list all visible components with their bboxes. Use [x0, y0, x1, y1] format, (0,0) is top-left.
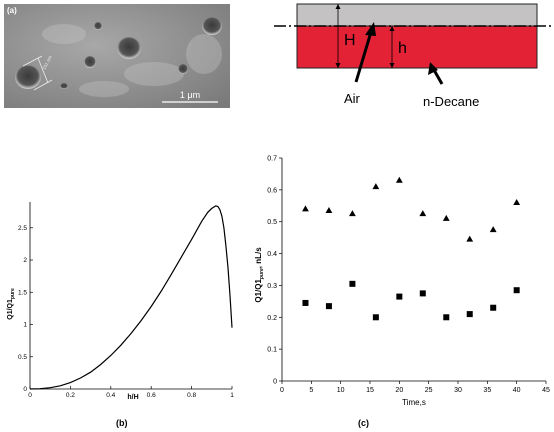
- chart-c-y-tick-label: 0.5: [267, 219, 277, 226]
- chart-b-y-tick-label: 2: [23, 257, 27, 264]
- chart-c-x-tick-label: 25: [425, 387, 433, 394]
- chart-b-xlabel: h/H: [127, 394, 138, 401]
- chart-b-y-tick-label: 2.5: [18, 225, 27, 232]
- chart-c-x-tick-label: 5: [309, 387, 313, 394]
- decane-layer: [296, 25, 538, 69]
- chart-c-point-square: [419, 290, 426, 297]
- chart-c-y-tick-label: 0.4: [267, 251, 277, 258]
- chart-c-point-square: [443, 314, 450, 321]
- chart-c-x-tick-label: 0: [280, 387, 284, 394]
- chart-c-x-tick-label: 35: [483, 387, 491, 394]
- pore-large: [15, 65, 41, 89]
- panel-a-label: (a): [7, 6, 17, 15]
- chart-b-y-tick-label: 0: [23, 386, 27, 393]
- chart-c-y-tick-label: 0.2: [267, 315, 277, 322]
- chart-c-point-square: [325, 303, 332, 310]
- chart-c-y-tick-label: 0.1: [267, 347, 277, 354]
- chart-b-y-tick-label: 0.5: [18, 354, 27, 361]
- chart-c-point-square: [372, 314, 379, 321]
- panel-c-label: (c): [358, 418, 369, 428]
- chart-c-point-square: [513, 287, 520, 294]
- pore: [60, 83, 68, 89]
- chart-b-x-tick-label: 1: [230, 392, 234, 399]
- chart-c-x-tick-label: 45: [542, 387, 550, 394]
- chart-c-point-triangle: [513, 199, 521, 205]
- chart-c-point-triangle: [442, 214, 450, 221]
- chart-c-point-triangle: [466, 235, 474, 242]
- chart-c-point-square: [490, 304, 497, 311]
- chart-b-x-tick-label: 0.8: [187, 392, 196, 399]
- chart-c-y-tick-label: 0.7: [267, 156, 277, 163]
- chart-b-ylabel: Q1/Q1pure: [7, 288, 16, 320]
- chart-c-x-tick-label: 40: [513, 387, 521, 394]
- H-label: H: [344, 32, 356, 49]
- chart-c-point-square: [396, 293, 403, 300]
- chart-b-y-tick-label: 1.5: [18, 289, 27, 296]
- chart-c-point-triangle: [395, 176, 403, 183]
- chart-c-ylabel: Q1/Q1pure, nL/s: [254, 247, 265, 303]
- pore: [202, 17, 222, 35]
- chart-c-y-tick-label: 0.3: [267, 283, 277, 290]
- chart-c-y-tick-label: 0: [273, 379, 277, 386]
- chart-b-x-tick-label: 0.4: [106, 392, 115, 399]
- chart-c-x-tick-label: 30: [454, 387, 462, 394]
- chart-c-x-tick-label: 20: [395, 387, 403, 394]
- chart-c: 0 5 10 15 20 25 30 35 40 45 0 0.1 0.2 0.3 0.4 0.5 0.6 0.7…: [254, 156, 550, 408]
- pore: [94, 22, 102, 30]
- chart-c-point-triangle: [419, 210, 427, 217]
- chart-c-x-tick-label: 10: [337, 387, 345, 394]
- chart-c-point-triangle: [349, 210, 356, 217]
- chart-c-point-triangle: [302, 205, 309, 212]
- chart-c-point-triangle: [489, 226, 497, 233]
- chart-c-point-square: [349, 280, 356, 287]
- chart-b: 0 0.2 0.4 0.6 0.8 1 0 0.5 1 1.5 2 2.5 h/H Q1/Q1pure: [7, 202, 234, 401]
- air-label: Air: [344, 91, 361, 106]
- chart-b-series-line: [29, 205, 233, 390]
- chart-c-y-tick-label: 0.6: [267, 187, 277, 194]
- chart-c-x-tick-label: 15: [366, 387, 374, 394]
- chart-c-point-triangle: [372, 183, 380, 190]
- panel-b-label: (b): [116, 418, 128, 428]
- scale-bar-label: 1 μm: [180, 90, 200, 100]
- chart-b-x-tick-label: 0.6: [147, 392, 156, 399]
- channel-schematic: H h Air n-Decane: [274, 3, 552, 109]
- chart-c-point-square: [302, 299, 309, 306]
- chart-b-y-tick-label: 1: [23, 322, 27, 329]
- sem-micrograph: 151 nm (a) 1 μm: [4, 4, 230, 108]
- pore: [117, 37, 141, 59]
- air-layer: [296, 3, 538, 27]
- chart-c-point-square: [466, 311, 473, 318]
- h-label: h: [398, 40, 407, 57]
- chart-b-x-tick-label: 0: [28, 392, 32, 399]
- pore: [84, 56, 96, 68]
- chart-c-xlabel: Time,s: [402, 398, 426, 407]
- chart-b-x-tick-label: 0.2: [66, 392, 75, 399]
- decane-label: n-Decane: [423, 94, 479, 109]
- feature-size-label: 151 nm: [41, 55, 53, 71]
- pore: [178, 64, 188, 74]
- chart-c-point-triangle: [325, 206, 333, 213]
